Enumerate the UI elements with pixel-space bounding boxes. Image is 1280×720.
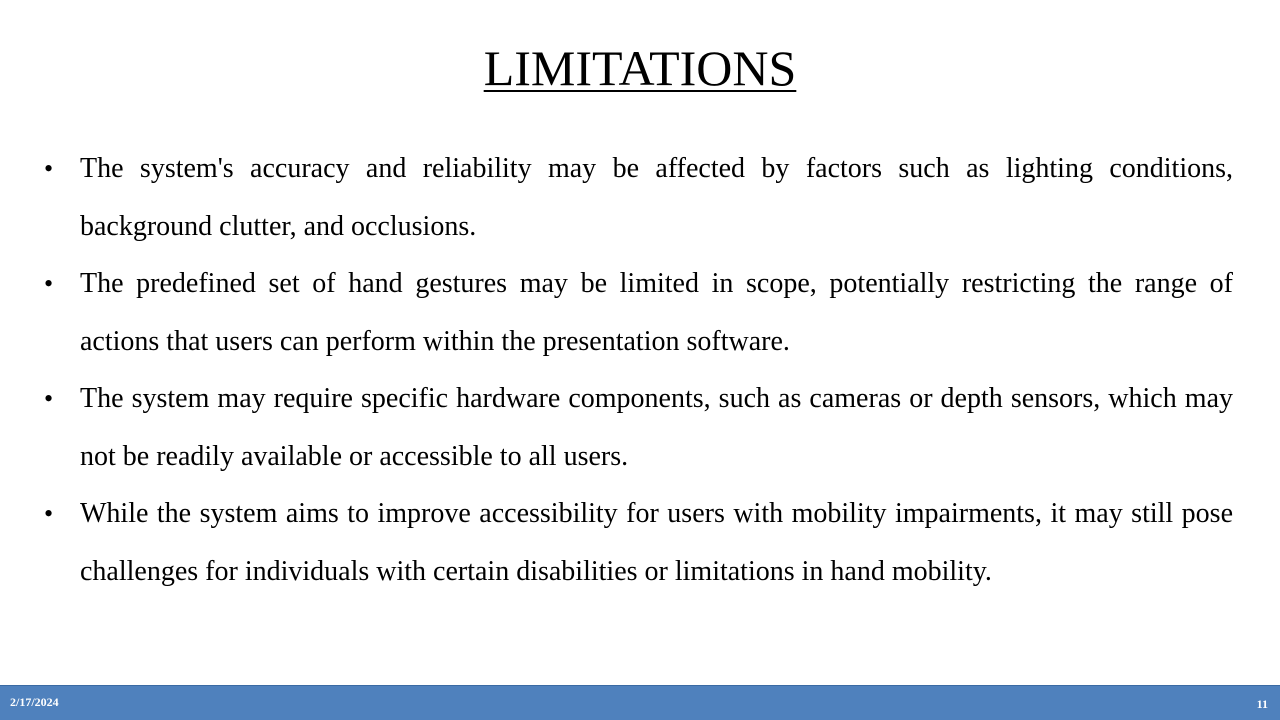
slide-title-text: LIMITATIONS bbox=[483, 40, 797, 96]
bullet-item: • The system may require specific hardwa… bbox=[44, 370, 1233, 485]
slide-number: 11 bbox=[1256, 697, 1268, 711]
bullet-dot-icon: • bbox=[44, 154, 54, 183]
bullet-item: • The system's accuracy and reliability … bbox=[44, 140, 1233, 255]
bullet-dot-icon: • bbox=[44, 499, 54, 528]
bullet-text: The system may require specific hardware… bbox=[80, 383, 1233, 472]
footer-bar: 2/17/2024 11 bbox=[0, 685, 1280, 720]
bullet-item: • While the system aims to improve acces… bbox=[44, 485, 1233, 600]
slide-title: LIMITATIONS bbox=[0, 38, 1280, 98]
footer-date: 2/17/2024 bbox=[10, 695, 59, 709]
bullet-text: The predefined set of hand gestures may … bbox=[80, 268, 1233, 357]
bullet-dot-icon: • bbox=[44, 384, 54, 413]
bullet-item: • The predefined set of hand gestures ma… bbox=[44, 255, 1233, 370]
bullet-list: • The system's accuracy and reliability … bbox=[44, 140, 1233, 600]
bullet-text: The system's accuracy and reliability ma… bbox=[80, 153, 1233, 242]
bullet-dot-icon: • bbox=[44, 269, 54, 298]
bullet-text: While the system aims to improve accessi… bbox=[80, 498, 1233, 587]
